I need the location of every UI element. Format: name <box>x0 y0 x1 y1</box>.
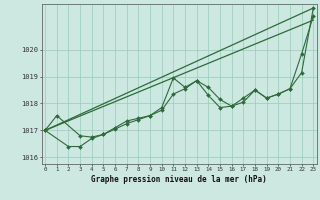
X-axis label: Graphe pression niveau de la mer (hPa): Graphe pression niveau de la mer (hPa) <box>91 175 267 184</box>
